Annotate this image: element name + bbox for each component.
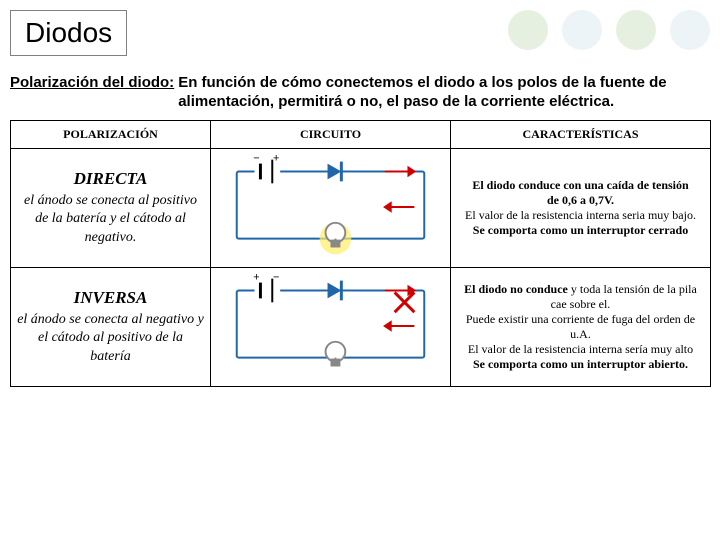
circuit-directa: − + (217, 153, 444, 263)
car-line: Se comporta como un interruptor abierto. (473, 357, 688, 371)
decor-circles (508, 10, 710, 50)
car-line: El valor de la resistencia interna sería… (468, 342, 693, 356)
diode-table: POLARIZACIÓN CIRCUITO CARACTERÍSTICAS DI… (10, 120, 711, 387)
car-cell-directa: El diodo conduce con una caída de tensió… (451, 148, 711, 267)
header-caracteristicas: CARACTERÍSTICAS (451, 120, 711, 148)
car-line: El valor de la resistencia interna seria… (465, 208, 696, 222)
pol-title: DIRECTA (17, 168, 204, 190)
pol-title: INVERSA (17, 287, 204, 309)
pol-desc: el ánodo se conecta al positivo de la ba… (24, 193, 197, 244)
circuit-cell-inversa: + − (211, 267, 451, 386)
car-line: de 0,6 a 0,7V. (547, 193, 614, 207)
car-line: Se comporta como un interruptor cerrado (473, 223, 688, 237)
svg-text:+: + (253, 272, 259, 284)
pol-cell-directa: DIRECTA el ánodo se conecta al positivo … (11, 148, 211, 267)
table-row: DIRECTA el ánodo se conecta al positivo … (11, 148, 711, 267)
car-line: El diodo no conduce (464, 282, 568, 296)
svg-text:−: − (253, 153, 259, 165)
decor-circle (670, 10, 710, 50)
car-line: y toda la tensión de la pila cae sobre e… (551, 282, 697, 311)
intro-label: Polarización del diodo: (10, 74, 174, 112)
car-line: El diodo conduce con una caída de tensió… (472, 178, 688, 192)
decor-circle (508, 10, 548, 50)
circuit-cell-directa: − + (211, 148, 451, 267)
decor-circle (562, 10, 602, 50)
svg-text:+: + (273, 153, 279, 165)
circuit-inversa: + − (217, 272, 444, 382)
svg-text:−: − (273, 272, 279, 284)
intro-row: Polarización del diodo: En función de có… (10, 74, 710, 112)
decor-circle (616, 10, 656, 50)
table-header-row: POLARIZACIÓN CIRCUITO CARACTERÍSTICAS (11, 120, 711, 148)
car-cell-inversa: El diodo no conduce y toda la tensión de… (451, 267, 711, 386)
page-title: Diodos (10, 10, 127, 56)
header-polarizacion: POLARIZACIÓN (11, 120, 211, 148)
pol-desc: el ánodo se conecta al negativo y el cát… (17, 312, 204, 363)
pol-cell-inversa: INVERSA el ánodo se conecta al negativo … (11, 267, 211, 386)
intro-text: En función de cómo conectemos el diodo a… (178, 74, 710, 112)
table-row: INVERSA el ánodo se conecta al negativo … (11, 267, 711, 386)
car-line: Puede existir una corriente de fuga del … (466, 312, 695, 341)
header-circuito: CIRCUITO (211, 120, 451, 148)
